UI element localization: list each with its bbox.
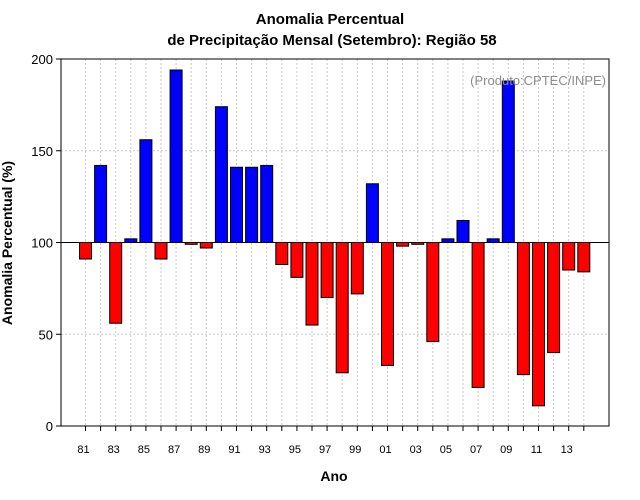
bar-92	[245, 166, 259, 243]
bar-98	[335, 242, 349, 374]
bar-97	[320, 242, 334, 299]
bar-04	[426, 242, 440, 343]
x-axis: 81 83 85 87 89 91 93 95 97 99 01 03 05 07 09 11 13	[77, 426, 585, 456]
bar-05	[441, 238, 455, 244]
x-tick-label: 93	[259, 444, 271, 456]
x-tick-label: 83	[108, 444, 120, 456]
bar-84	[124, 238, 138, 244]
y-tick-label: 200	[31, 52, 53, 67]
bar-07	[471, 242, 485, 388]
x-tick-label: 97	[319, 444, 331, 456]
bar-12	[547, 242, 561, 354]
bars	[79, 69, 591, 407]
chart-subtitle: de Precipitação Mensal (Setembro): Regiã…	[167, 32, 496, 49]
bar-91	[230, 166, 243, 243]
bar-82	[94, 164, 108, 243]
bar-11	[532, 242, 545, 407]
bar-95	[290, 242, 304, 278]
x-tick-label: 99	[349, 444, 361, 456]
x-tick-label: 07	[470, 444, 482, 456]
bar-81	[79, 242, 92, 260]
y-tick-label: 0	[46, 419, 53, 434]
bar-01	[381, 242, 394, 366]
bar-93	[260, 164, 274, 243]
credit-text: (Produto:CPTEC/INPE)	[470, 73, 606, 88]
x-tick-label: 95	[289, 444, 301, 456]
bar-85	[139, 139, 153, 244]
bar-90	[214, 106, 228, 243]
x-tick-label: 91	[228, 444, 240, 456]
x-tick-label: 05	[440, 444, 452, 456]
bar-08	[486, 238, 500, 244]
bar-09	[501, 80, 515, 243]
x-tick-label: 01	[379, 444, 391, 456]
bar-83	[109, 242, 123, 324]
y-tick-label: 50	[39, 327, 53, 342]
bar-89	[199, 242, 213, 249]
bar-13	[562, 242, 576, 271]
y-tick-label: 150	[31, 144, 53, 159]
x-tick-label: 85	[138, 444, 150, 456]
x-tick-label: 87	[168, 444, 180, 456]
x-tick-label: 89	[198, 444, 210, 456]
x-tick-label: 81	[77, 444, 89, 456]
y-tick-label: 100	[31, 236, 53, 251]
x-tick-label: 11	[531, 444, 542, 456]
bar-99	[350, 242, 364, 295]
x-tick-label: 03	[410, 444, 422, 456]
bar-00	[365, 183, 379, 243]
y-axis: 0 50 100 150 200	[31, 52, 61, 434]
x-axis-label: Ano	[320, 468, 347, 484]
bar-96	[305, 242, 319, 326]
chart-title: Anomalia Percentual	[256, 11, 404, 28]
x-tick-label: 09	[500, 444, 512, 456]
y-axis-label: Anomalia Percentual (%)	[0, 161, 15, 325]
bar-87	[169, 69, 183, 244]
bar-94	[275, 242, 289, 266]
bar-86	[154, 242, 168, 260]
bar-02	[396, 242, 410, 247]
bar-14	[577, 242, 591, 273]
bar-06	[456, 219, 470, 243]
bar-10	[516, 242, 530, 376]
x-tick-label: 13	[561, 444, 573, 456]
